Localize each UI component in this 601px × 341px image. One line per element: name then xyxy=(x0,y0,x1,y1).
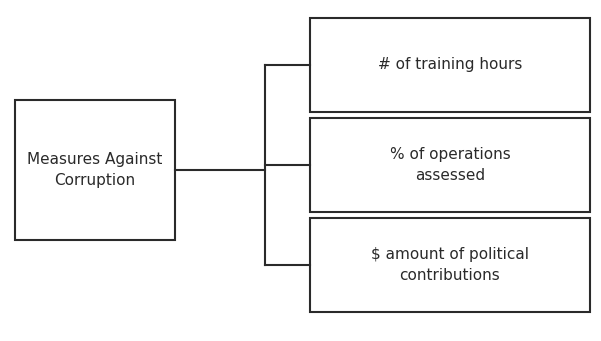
Bar xyxy=(310,18,590,112)
Bar xyxy=(310,218,590,312)
Text: $ amount of political
contributions: $ amount of political contributions xyxy=(371,247,529,283)
Text: % of operations
assessed: % of operations assessed xyxy=(389,147,510,183)
Text: # of training hours: # of training hours xyxy=(378,58,522,73)
Text: Measures Against
Corruption: Measures Against Corruption xyxy=(27,152,163,188)
Bar xyxy=(310,118,590,212)
Bar xyxy=(15,100,175,240)
